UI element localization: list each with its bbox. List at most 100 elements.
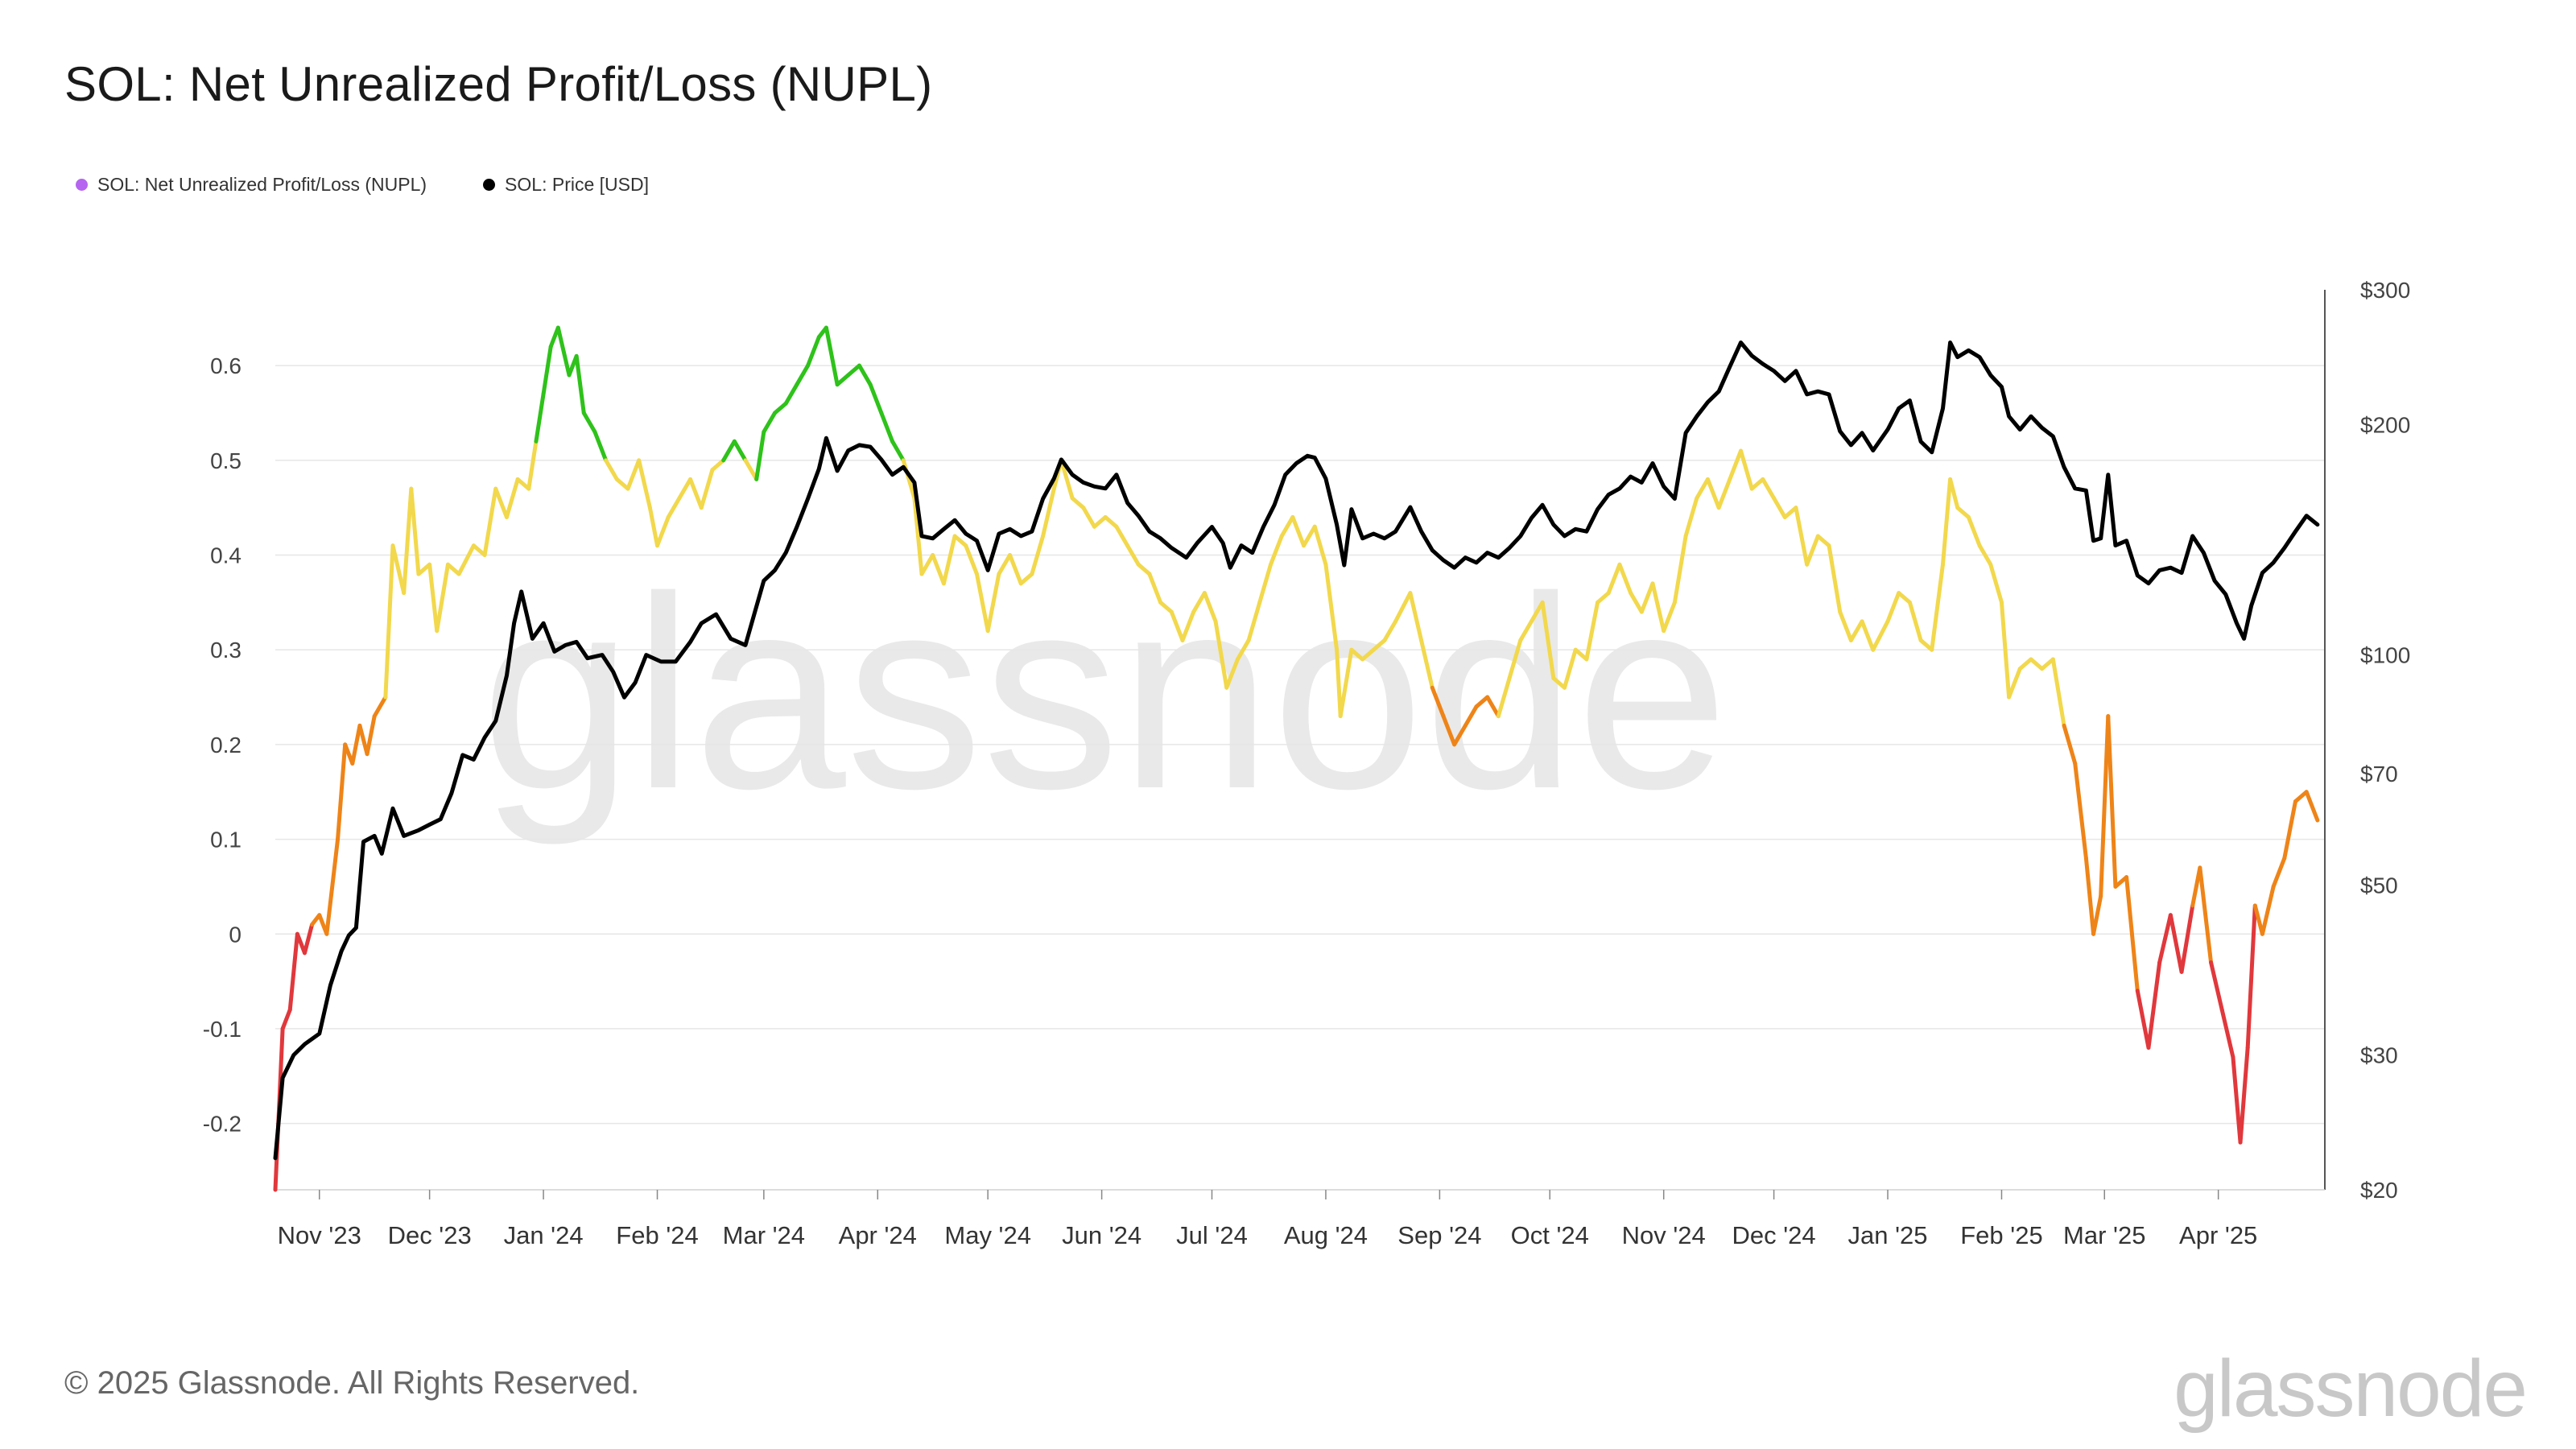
- nupl-segment: [1279, 514, 1295, 539]
- nupl-segment: [1838, 609, 1853, 642]
- x-tick-label: Jun '24: [1062, 1221, 1141, 1249]
- nupl-segment: [2293, 790, 2309, 803]
- nupl-segment: [1463, 704, 1479, 728]
- nupl-segment: [2029, 657, 2045, 671]
- nupl-segment: [2252, 903, 2264, 936]
- chart-watermark: glassnode: [481, 540, 1728, 847]
- nupl-segment: [1739, 448, 1754, 491]
- nupl-segment: [2007, 667, 2022, 700]
- nupl-segment: [2124, 875, 2140, 993]
- nupl-segment: [383, 543, 395, 700]
- nupl-segment: [402, 486, 414, 596]
- nupl-segment: [1213, 619, 1229, 690]
- brand-logo: glassnode: [2174, 1344, 2528, 1434]
- nupl-segment: [1408, 591, 1424, 642]
- nupl-segment: [964, 543, 979, 576]
- nupl-segment: [1349, 647, 1365, 662]
- nupl-segment: [1815, 534, 1831, 548]
- nupl-segment: [2099, 714, 2111, 898]
- nupl-segment: [1070, 496, 1086, 510]
- nupl-segment: [806, 335, 821, 368]
- nupl-segment: [732, 439, 748, 463]
- nupl-segment: [912, 496, 924, 576]
- x-tick-label: Sep '24: [1397, 1221, 1481, 1249]
- x-tick-label: May '24: [944, 1221, 1031, 1249]
- nupl-segment: [1335, 647, 1343, 719]
- nupl-segment: [1030, 534, 1046, 576]
- nupl-segment: [581, 411, 597, 435]
- nupl-segment: [1507, 638, 1523, 681]
- nupl-segment: [941, 534, 957, 586]
- right-tick-label: $30: [2360, 1043, 2398, 1068]
- nupl-segment: [1940, 477, 1953, 567]
- nupl-segment: [1805, 534, 1820, 567]
- nupl-segment: [1672, 534, 1688, 605]
- nupl-segment: [555, 325, 572, 378]
- nupl-segment: [1860, 619, 1876, 652]
- nupl-segment: [504, 477, 520, 519]
- nupl-segment: [1596, 591, 1611, 605]
- x-tick-label: Nov '24: [1622, 1221, 1706, 1249]
- nupl-segment: [857, 363, 873, 387]
- nupl-segment: [1371, 638, 1387, 652]
- left-tick-label: 0.5: [210, 448, 242, 473]
- nupl-segment: [357, 723, 369, 757]
- x-tick-label: Jan '25: [1848, 1221, 1928, 1249]
- nupl-segment: [1705, 477, 1721, 510]
- nupl-segment: [614, 477, 630, 491]
- nupl-segment: [592, 430, 609, 463]
- nupl-segment: [1573, 647, 1589, 662]
- x-tick-label: Dec '24: [1732, 1221, 1816, 1249]
- nupl-segment: [743, 458, 759, 481]
- right-axis-ticks: $300 $200 $100 $70 $50 $30 $20: [2324, 278, 2410, 1203]
- nupl-segment: [868, 382, 884, 415]
- legend-label-nupl: SOL: Net Unrealized Profit/Loss (NUPL): [97, 174, 427, 195]
- nupl-segment: [2040, 657, 2055, 671]
- nupl-segment: [1629, 591, 1644, 614]
- nupl-segment: [710, 458, 726, 473]
- nupl-segment: [1749, 477, 1765, 491]
- legend-item-price[interactable]: SOL: Price [USD]: [483, 174, 649, 196]
- nupl-segment: [2231, 1055, 2243, 1145]
- nupl-segment: [1999, 600, 2012, 700]
- nupl-segment: [409, 486, 421, 576]
- nupl-segment: [2271, 856, 2287, 889]
- price-line: [273, 341, 2320, 1161]
- x-tick-label: Mar '25: [2063, 1221, 2145, 1249]
- left-tick-label: 0.3: [210, 638, 242, 663]
- nupl-segment: [783, 382, 799, 406]
- nupl-segment: [721, 439, 737, 463]
- nupl-segment: [2209, 960, 2224, 1012]
- nupl-segment: [1474, 695, 1490, 709]
- left-axis-ticks: 0.6 0.5 0.4 0.3 0.2 0.1 0 -0.1 -0.2: [203, 353, 242, 1136]
- right-tick-label: $300: [2360, 278, 2410, 303]
- nupl-segment: [1081, 506, 1096, 529]
- copyright-footer: © 2025 Glassnode. All Rights Reserved.: [64, 1365, 640, 1401]
- nupl-segment: [1246, 600, 1262, 642]
- nupl-segment: [1871, 619, 1890, 652]
- nupl-segment: [974, 572, 990, 634]
- x-tick-label: Dec '23: [388, 1221, 472, 1249]
- nupl-segment: [350, 723, 362, 766]
- nupl-segment: [1290, 514, 1307, 548]
- nupl-segment: [1103, 514, 1119, 529]
- nupl-segment: [1302, 524, 1317, 548]
- nupl-segment: [1977, 543, 1993, 567]
- nupl-segment: [1382, 619, 1398, 642]
- nupl-segment: [1728, 448, 1744, 481]
- legend-item-nupl[interactable]: SOL: Net Unrealized Profit/Loss (NUPL): [76, 174, 427, 196]
- nupl-segment: [1496, 676, 1512, 719]
- nupl-segment: [435, 562, 450, 634]
- nupl-series: [273, 325, 2320, 1192]
- grid-lines: [275, 365, 2325, 1125]
- right-tick-label: $50: [2360, 873, 2398, 898]
- left-tick-label: 0.2: [210, 733, 242, 758]
- nupl-segment: [699, 468, 715, 510]
- nupl-segment: [1191, 591, 1207, 614]
- nupl-segment: [1441, 714, 1457, 747]
- nupl-segment: [846, 363, 861, 378]
- nupl-segment: [1606, 562, 1622, 596]
- nupl-segment: [427, 562, 440, 634]
- x-tick-label: Apr '24: [839, 1221, 917, 1249]
